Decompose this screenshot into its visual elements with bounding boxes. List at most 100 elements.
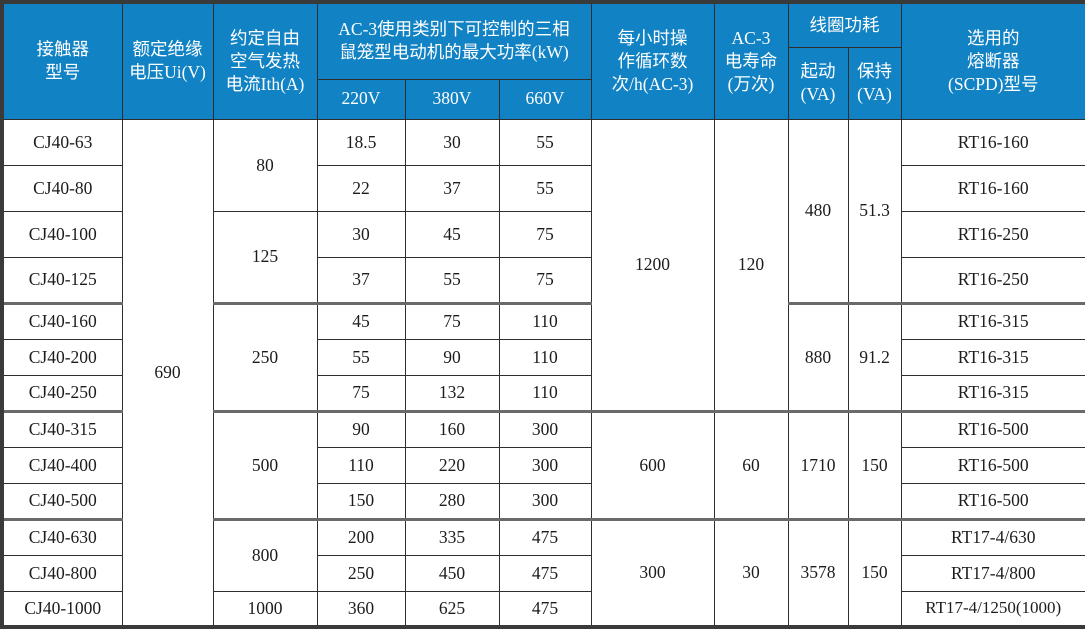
- fuse-cell: RT16-250: [900, 256, 1085, 304]
- kw380-cell: 37: [404, 164, 500, 212]
- kw220-cell: 250: [316, 554, 406, 592]
- cycles-cell: 300: [590, 517, 715, 628]
- fuse-cell: RT16-500: [900, 409, 1085, 448]
- fuse-cell: RT16-315: [900, 338, 1085, 376]
- table-row: CJ40-315 500 90 160 300 600 60 1710 150 …: [1, 409, 1085, 520]
- model-cell: CJ40-1000: [1, 590, 123, 628]
- model-cell: CJ40-400: [1, 446, 123, 484]
- model-cell: CJ40-100: [1, 210, 123, 258]
- table-header: 接触器 型号 额定绝缘 电压Ui(V) 约定自由 空气发热 电流Ith(A) A…: [1, 1, 1085, 120]
- kw380-cell: 280: [404, 482, 500, 520]
- model-cell: CJ40-160: [1, 301, 123, 340]
- kw380-cell: 30: [404, 118, 500, 166]
- model-cell: CJ40-315: [1, 409, 123, 448]
- coil-start-cell: 1710: [787, 409, 849, 520]
- kw380-cell: 220: [404, 446, 500, 484]
- thermal-current-cell: 125: [212, 210, 318, 304]
- header-380v: 380V: [404, 78, 500, 120]
- fuse-cell: RT16-160: [900, 164, 1085, 212]
- header-coil-power-group: 线圈功耗: [787, 1, 902, 48]
- kw660-cell: 300: [498, 482, 592, 520]
- table-row: CJ40-200 55 90 110 RT16-315: [1, 338, 1085, 376]
- table-row: CJ40-400 110 220 300 RT16-500: [1, 446, 1085, 484]
- model-cell: CJ40-200: [1, 338, 123, 376]
- coil-start-cell: 3578: [787, 517, 849, 628]
- table-row: CJ40-1000 1000 360 625 475 RT17-4/1250(1…: [1, 590, 1085, 628]
- model-cell: CJ40-630: [1, 517, 123, 556]
- kw660-cell: 75: [498, 256, 592, 304]
- thermal-current-cell: 800: [212, 517, 318, 592]
- header-660v: 660V: [498, 78, 592, 120]
- table-row: CJ40-250 75 132 110 RT16-315: [1, 374, 1085, 412]
- model-cell: CJ40-80: [1, 164, 123, 212]
- kw220-cell: 37: [316, 256, 406, 304]
- model-cell: CJ40-800: [1, 554, 123, 592]
- kw380-cell: 335: [404, 517, 500, 556]
- life-cell: 30: [713, 517, 789, 628]
- fuse-cell: RT16-160: [900, 118, 1085, 166]
- header-fuse: 选用的 熔断器 (SCPD)型号: [900, 1, 1085, 120]
- model-cell: CJ40-63: [1, 118, 123, 166]
- header-thermal-current: 约定自由 空气发热 电流Ith(A): [212, 1, 318, 120]
- kw220-cell: 110: [316, 446, 406, 484]
- kw380-cell: 450: [404, 554, 500, 592]
- kw660-cell: 475: [498, 517, 592, 556]
- kw660-cell: 300: [498, 409, 592, 448]
- fuse-cell: RT17-4/630: [900, 517, 1085, 556]
- kw380-cell: 160: [404, 409, 500, 448]
- kw220-cell: 45: [316, 301, 406, 340]
- header-row-3: 220V 380V 660V: [2, 78, 1085, 120]
- coil-start-cell: 480: [787, 118, 849, 304]
- kw220-cell: 360: [316, 590, 406, 628]
- coil-hold-cell: 51.3: [847, 118, 902, 304]
- header-insulation-voltage: 额定绝缘 电压Ui(V): [121, 1, 214, 120]
- cycles-cell: 600: [590, 409, 715, 520]
- fuse-cell: RT16-250: [900, 210, 1085, 258]
- life-cell: 60: [713, 409, 789, 520]
- fuse-cell: RT17-4/800: [900, 554, 1085, 592]
- kw220-cell: 200: [316, 517, 406, 556]
- kw660-cell: 475: [498, 590, 592, 628]
- model-cell: CJ40-500: [1, 482, 123, 520]
- kw220-cell: 75: [316, 374, 406, 412]
- kw380-cell: 55: [404, 256, 500, 304]
- kw380-cell: 132: [404, 374, 500, 412]
- table-row: CJ40-125 37 55 75 RT16-250: [1, 256, 1085, 304]
- table-row: CJ40-100 125 30 45 75 RT16-250: [1, 210, 1085, 304]
- life-cell: 120: [713, 118, 789, 412]
- kw660-cell: 475: [498, 554, 592, 592]
- header-row-1: 接触器 型号 额定绝缘 电压Ui(V) 约定自由 空气发热 电流Ith(A) A…: [1, 1, 1085, 120]
- thermal-current-cell: 80: [212, 118, 318, 212]
- fuse-cell: RT16-500: [900, 482, 1085, 520]
- kw220-cell: 150: [316, 482, 406, 520]
- header-coil-start: 起动 (VA): [787, 46, 849, 120]
- table-body: CJ40-63 690 80 18.5 30 55 1200 120 480 5…: [1, 118, 1085, 628]
- kw220-cell: 18.5: [316, 118, 406, 166]
- coil-hold-cell: 150: [847, 409, 902, 520]
- header-electrical-life: AC-3 电寿命 (万次): [713, 1, 789, 120]
- kw220-cell: 55: [316, 338, 406, 376]
- header-cycles: 每小时操 作循环数 次/h(AC-3): [590, 1, 715, 120]
- kw660-cell: 55: [498, 118, 592, 166]
- fuse-cell: RT17-4/1250(1000): [900, 590, 1085, 628]
- model-cell: CJ40-125: [1, 256, 123, 304]
- kw380-cell: 45: [404, 210, 500, 258]
- table-row: CJ40-80 22 37 55 RT16-160: [1, 164, 1085, 212]
- header-model: 接触器 型号: [1, 1, 123, 120]
- table-row: CJ40-500 150 280 300 RT16-500: [1, 482, 1085, 520]
- header-coil-hold: 保持 (VA): [847, 46, 902, 120]
- kw660-cell: 110: [498, 374, 592, 412]
- kw380-cell: 90: [404, 338, 500, 376]
- table-row: CJ40-630 800 200 335 475 300 30 3578 150…: [1, 517, 1085, 628]
- header-row-2: 起动 (VA) 保持 (VA): [2, 46, 1085, 120]
- fuse-cell: RT16-500: [900, 446, 1085, 484]
- thermal-current-cell: 500: [212, 409, 318, 520]
- thermal-current-cell: 250: [212, 301, 318, 412]
- coil-hold-cell: 91.2: [847, 301, 902, 412]
- cycles-cell: 1200: [590, 118, 715, 412]
- kw660-cell: 75: [498, 210, 592, 258]
- table-row: CJ40-160 250 45 75 110 880 91.2 RT16-315: [1, 301, 1085, 412]
- kw380-cell: 625: [404, 590, 500, 628]
